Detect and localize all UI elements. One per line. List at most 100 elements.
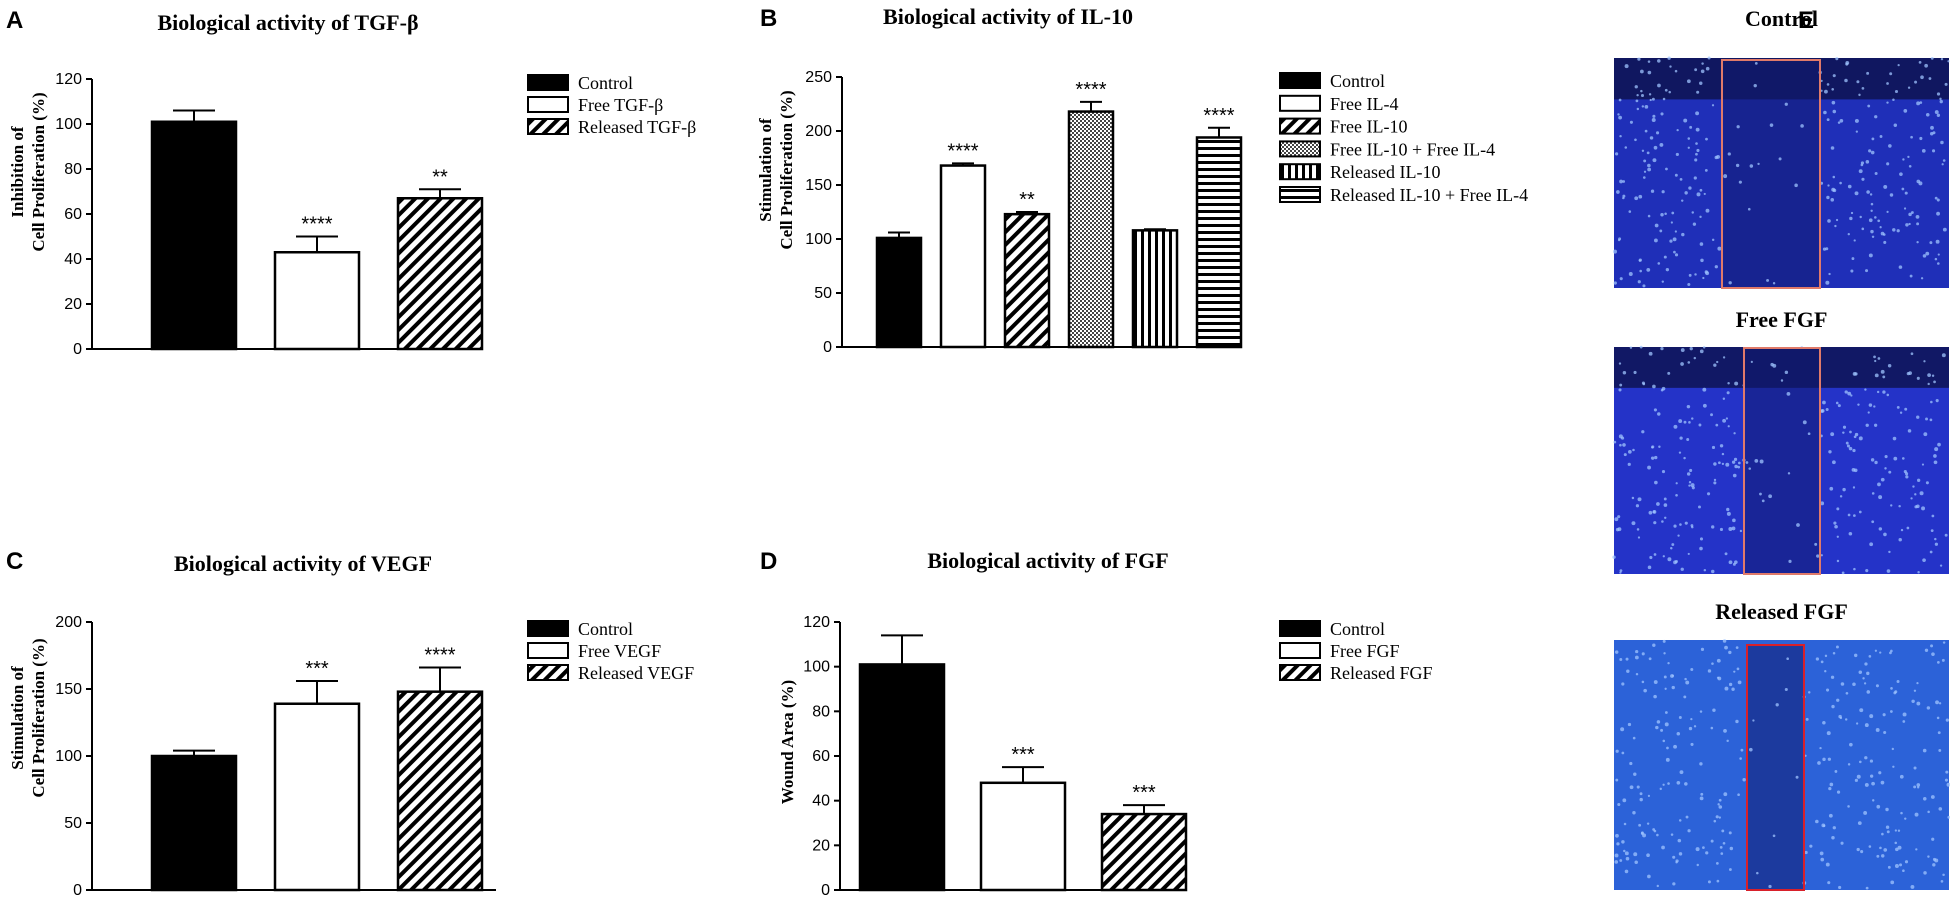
cell-nucleus	[1832, 826, 1836, 830]
cell-nucleus	[1876, 854, 1880, 858]
cell-nucleus	[1936, 198, 1940, 202]
cell-nucleus	[1692, 222, 1697, 226]
cell-nucleus	[1845, 62, 1849, 66]
cell-nucleus	[1936, 113, 1941, 117]
cell-nucleus	[1816, 554, 1820, 558]
cell-nucleus	[1703, 192, 1706, 196]
cell-nucleus	[1634, 138, 1637, 142]
y-tick-label-d: 0	[821, 882, 830, 899]
cell-nucleus	[1637, 57, 1641, 61]
cell-nucleus	[1874, 373, 1879, 378]
cell-nucleus	[1707, 669, 1712, 673]
cell-nucleus	[1721, 829, 1725, 833]
cell-nucleus	[1702, 387, 1707, 392]
cell-nucleus	[1933, 380, 1936, 384]
cell-nucleus	[1711, 662, 1714, 665]
cell-nucleus	[1701, 62, 1704, 65]
cell-nucleus	[1728, 650, 1732, 655]
cell-nucleus	[1860, 850, 1864, 854]
cell-nucleus	[1722, 639, 1727, 643]
cell-nucleus	[1754, 459, 1759, 463]
cell-nucleus	[1945, 770, 1949, 774]
cell-nucleus	[1839, 181, 1842, 185]
cell-nucleus	[1873, 405, 1876, 408]
cell-nucleus	[1641, 430, 1645, 434]
cell-nucleus	[1903, 109, 1908, 113]
cell-nucleus	[1687, 552, 1690, 556]
cell-nucleus	[1710, 726, 1714, 730]
cell-nucleus	[1619, 443, 1622, 447]
cell-nucleus	[1865, 160, 1870, 164]
cell-nucleus	[1870, 229, 1874, 234]
cell-nucleus	[1935, 239, 1940, 244]
cell-nucleus	[1894, 841, 1898, 845]
cell-nucleus	[1918, 61, 1922, 64]
cell-nucleus	[1614, 517, 1619, 522]
bar-b-3	[1067, 110, 1115, 349]
cell-nucleus	[1907, 86, 1911, 89]
cell-nucleus	[1871, 137, 1875, 141]
cell-nucleus	[1921, 463, 1925, 466]
cell-nucleus	[1748, 467, 1751, 470]
cell-nucleus	[1642, 176, 1646, 179]
cell-nucleus	[1856, 80, 1860, 84]
cell-nucleus	[1820, 501, 1825, 506]
cell-nucleus	[1659, 787, 1662, 791]
cell-nucleus	[1731, 526, 1736, 531]
y-tick-label-d: 20	[812, 837, 830, 854]
cell-nucleus	[1695, 142, 1698, 145]
cell-nucleus	[1728, 281, 1732, 285]
cell-nucleus	[1691, 211, 1694, 214]
cell-nucleus	[1820, 660, 1824, 664]
cell-nucleus	[1700, 792, 1704, 796]
cell-nucleus	[1738, 180, 1742, 184]
cell-nucleus	[1728, 682, 1733, 687]
cell-nucleus	[1832, 74, 1836, 78]
cell-nucleus	[1922, 558, 1926, 563]
cell-nucleus	[1902, 720, 1906, 723]
cell-nucleus	[1737, 793, 1740, 797]
cell-nucleus	[1888, 550, 1891, 554]
cell-nucleus	[1735, 163, 1740, 168]
cell-nucleus	[1913, 689, 1917, 692]
cell-nucleus	[1674, 230, 1677, 233]
cell-nucleus	[1627, 462, 1631, 466]
cell-nucleus	[1739, 757, 1742, 760]
cell-nucleus	[1731, 460, 1736, 464]
cell-nucleus	[1825, 280, 1830, 285]
cell-nucleus	[1641, 680, 1645, 684]
cell-nucleus	[1657, 59, 1661, 63]
cell-nucleus	[1662, 639, 1666, 643]
cell-nucleus	[1699, 710, 1703, 713]
legend-label-c: Control	[578, 619, 633, 639]
cell-nucleus	[1663, 675, 1667, 679]
cell-nucleus	[1690, 668, 1694, 672]
cell-nucleus	[1828, 272, 1831, 276]
cell-nucleus	[1719, 527, 1724, 531]
cell-nucleus	[1939, 99, 1943, 104]
cell-nucleus	[1618, 388, 1622, 392]
cell-nucleus	[1619, 859, 1623, 862]
cell-nucleus	[1722, 841, 1726, 845]
scratch-gap	[1747, 645, 1804, 890]
cell-nucleus	[1624, 146, 1628, 149]
cell-nucleus	[1932, 863, 1936, 867]
cell-nucleus	[1916, 682, 1919, 685]
cell-nucleus	[1644, 129, 1648, 133]
cell-nucleus	[1665, 268, 1670, 272]
cell-nucleus	[1913, 785, 1917, 789]
cell-nucleus	[1827, 219, 1831, 223]
cell-nucleus	[1927, 855, 1930, 858]
cell-nucleus	[1903, 207, 1907, 210]
cell-nucleus	[1664, 687, 1667, 690]
cell-nucleus	[1695, 152, 1698, 156]
cell-nucleus	[1615, 833, 1619, 838]
cell-nucleus	[1737, 680, 1742, 685]
cell-nucleus	[1712, 708, 1716, 712]
y-tick-label-b: 250	[805, 69, 832, 86]
cell-nucleus	[1671, 211, 1675, 215]
cell-nucleus	[1663, 503, 1668, 507]
cell-nucleus	[1713, 481, 1717, 485]
cell-nucleus	[1865, 886, 1869, 890]
cell-nucleus	[1699, 242, 1704, 246]
